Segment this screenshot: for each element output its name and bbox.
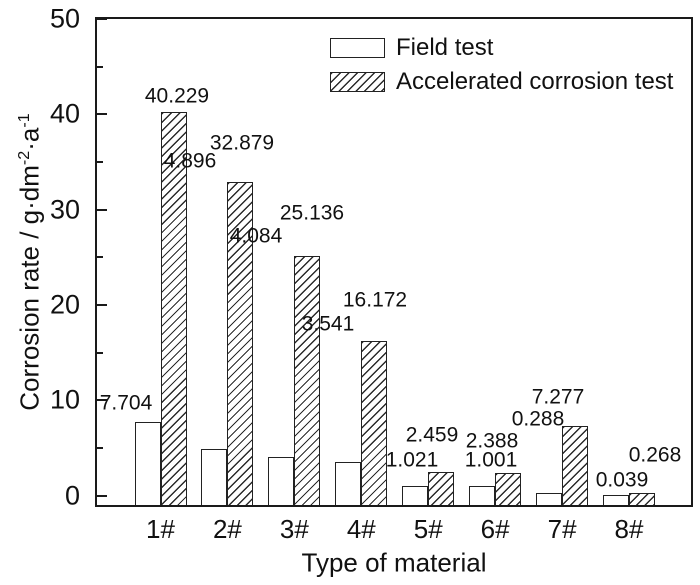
value-label-field-8#: 0.039: [595, 468, 649, 492]
category-label-3#: 3#: [279, 514, 309, 544]
value-label-accelerated-3#: 25.136: [279, 201, 345, 225]
y-tick-label-40: 40: [49, 98, 80, 129]
bar-accelerated-5#: [428, 472, 455, 507]
bar-field-2#: [201, 448, 228, 507]
value-label-accelerated-7#: 7.277: [531, 385, 585, 409]
bar-field-5#: [402, 485, 429, 507]
y-tick-label-20: 20: [49, 289, 80, 320]
y-minor-tick-45: [97, 65, 103, 68]
y-tick-label-50: 50: [49, 3, 80, 34]
value-label-accelerated-2#: 32.879: [209, 131, 275, 155]
bar-accelerated-1#: [160, 112, 187, 507]
y-tick-label-10: 10: [49, 384, 80, 415]
category-label-1#: 1#: [146, 514, 175, 544]
bar-field-6#: [469, 486, 496, 507]
category-label-7#: 7#: [547, 514, 577, 544]
y-tick-label-30: 30: [49, 194, 80, 225]
category-label-2#: 2#: [212, 514, 242, 544]
value-label-field-7#: 0.288: [511, 407, 565, 431]
y-minor-tick-25: [97, 256, 103, 259]
category-label-6#: 6#: [480, 514, 510, 544]
bar-accelerated-2#: [227, 182, 254, 507]
field-test-swatch: [330, 38, 385, 58]
bar-accelerated-3#: [294, 255, 321, 507]
value-label-accelerated-8#: 0.268: [628, 443, 682, 467]
y-major-tick-30: [97, 208, 107, 211]
field-test-legend-label: Field test: [396, 34, 494, 61]
value-label-accelerated-4#: 16.172: [342, 288, 408, 312]
x-axis-title: Type of material: [301, 547, 487, 578]
legend-item-accelerated-corrosion-test: Accelerated corrosion test: [330, 70, 673, 94]
bar-accelerated-8#: [629, 493, 655, 507]
bar-accelerated-7#: [562, 426, 589, 507]
bar-field-8#: [603, 495, 629, 507]
y-minor-tick-35: [97, 160, 103, 163]
value-label-field-2#: 4.896: [163, 149, 217, 173]
category-label-5#: 5#: [413, 514, 443, 544]
value-label-accelerated-6#: 2.388: [465, 429, 519, 453]
y-axis-title-mid: ·a: [14, 127, 45, 151]
bar-field-3#: [268, 456, 295, 507]
value-label-field-4#: 3.541: [301, 312, 355, 336]
bar-field-7#: [536, 492, 563, 507]
y-major-tick-40: [97, 113, 107, 116]
category-label-4#: 4#: [346, 514, 376, 544]
value-label-accelerated-1#: 40.229: [144, 84, 210, 108]
accelerated-corrosion-test-legend-label: Accelerated corrosion test: [396, 68, 674, 95]
y-major-tick-10: [97, 399, 107, 402]
y-minor-tick-5: [97, 446, 103, 449]
y-tick-label-0: 0: [64, 480, 80, 511]
legend-item-field-test: Field test: [330, 36, 673, 60]
y-major-tick-0: [97, 494, 107, 497]
legend: Field test Accelerated corrosion test: [330, 36, 673, 94]
y-minor-tick-15: [97, 351, 103, 354]
category-label-8#: 8#: [614, 514, 644, 544]
value-label-field-3#: 4.084: [229, 224, 283, 248]
value-label-field-5#: 1.021: [385, 448, 439, 472]
y-axis-title-superscript-1: -2: [14, 150, 33, 166]
value-label-field-1#: 7.704: [99, 391, 153, 415]
y-axis-title: Corrosion rate / g·dm-2·a-1: [15, 113, 46, 410]
bar-field-4#: [335, 461, 362, 507]
bar-accelerated-6#: [495, 472, 522, 507]
bar-field-1#: [134, 422, 161, 507]
accelerated-corrosion-test-swatch: [330, 72, 385, 92]
y-major-tick-20: [97, 303, 107, 306]
y-major-tick-50: [97, 18, 107, 20]
value-label-accelerated-5#: 2.459: [405, 423, 459, 447]
bar-accelerated-4#: [361, 341, 388, 507]
value-label-field-6#: 1.001: [464, 448, 518, 472]
